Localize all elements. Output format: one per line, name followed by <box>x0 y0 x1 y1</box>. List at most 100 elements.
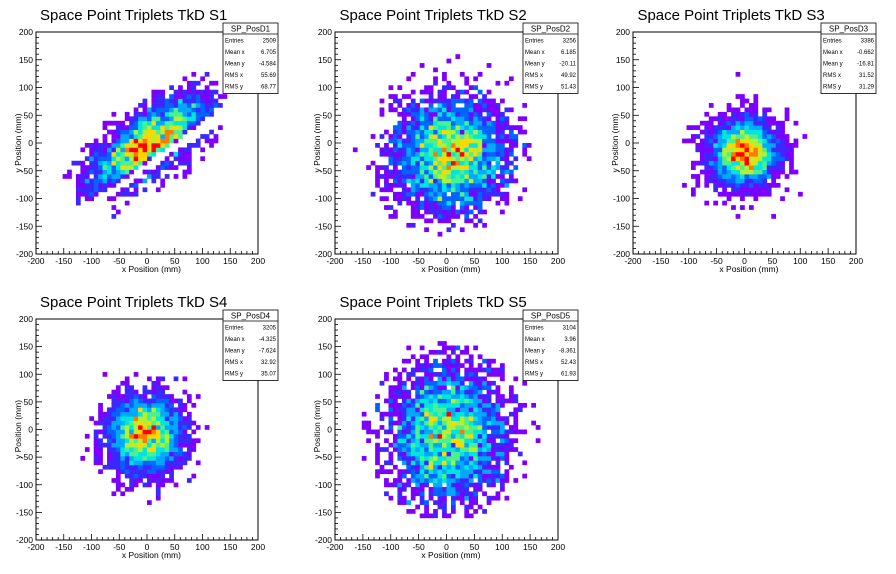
histogram-bin <box>428 156 434 162</box>
histogram-bin <box>124 420 130 426</box>
histogram-bin <box>401 160 407 166</box>
histogram-bin <box>415 169 421 175</box>
histogram-bin <box>147 460 152 466</box>
histogram-bin <box>209 80 214 86</box>
histogram-bin <box>428 420 434 426</box>
histogram-bin <box>450 156 456 162</box>
histogram-bin <box>731 116 736 122</box>
histogram-bin <box>464 473 470 479</box>
histogram-bin <box>147 478 152 483</box>
histogram-bin <box>442 341 447 346</box>
histogram-bin <box>384 398 389 404</box>
histogram-bin <box>191 420 197 426</box>
histogram-bin <box>464 218 470 224</box>
histogram-bin <box>142 442 148 448</box>
y-tick-label: 200 <box>318 27 332 37</box>
histogram-bin <box>508 464 514 470</box>
histogram-bin <box>129 425 134 430</box>
histogram-bin <box>151 98 157 104</box>
histogram-bin <box>748 111 754 117</box>
histogram-bin <box>410 385 416 391</box>
x-tick-label: 150 <box>523 542 537 552</box>
histogram-bin <box>455 411 461 417</box>
x-axis-label: x Position (mm) <box>719 264 778 274</box>
histogram-bin <box>173 456 179 461</box>
histogram-bin <box>473 205 479 210</box>
histogram-bin <box>495 160 501 166</box>
histogram-bin <box>375 456 380 461</box>
histogram-bin <box>410 156 416 162</box>
histogram-pad-4: -200 -150 -100 -50 0 50 100 150 200200150100500-… <box>13 294 279 560</box>
histogram-bin <box>410 187 416 193</box>
histogram-bin <box>218 103 223 108</box>
histogram-bin <box>397 491 403 497</box>
histogram-bin <box>789 169 794 175</box>
histogram-bin <box>491 367 496 373</box>
histogram-bin <box>415 380 421 386</box>
histogram-bin <box>375 182 380 188</box>
histogram-bin <box>124 429 130 435</box>
histogram-bin <box>433 442 438 448</box>
histogram-bin <box>160 447 166 452</box>
histogram-bin <box>204 425 210 430</box>
histogram-bin <box>508 143 514 148</box>
histogram-bin <box>384 491 389 497</box>
histogram-bin <box>147 433 152 439</box>
histogram-bins <box>80 372 210 505</box>
histogram-bin <box>437 482 443 488</box>
histogram-bin <box>115 416 121 421</box>
histogram-bin <box>401 486 407 492</box>
histogram-bin <box>142 416 148 421</box>
histogram-bin <box>424 98 429 104</box>
histogram-bin <box>473 151 479 157</box>
histogram-bin <box>182 120 188 126</box>
histogram-bin <box>450 416 456 421</box>
histogram-bin <box>115 407 121 413</box>
x-tick-label: 150 <box>523 256 537 266</box>
y-tick-label: -150 <box>613 221 630 231</box>
histogram-bin <box>771 165 777 170</box>
y-tick-label: 100 <box>318 369 332 379</box>
histogram-bin <box>473 495 479 501</box>
histogram-bin <box>473 411 479 417</box>
histogram-bin <box>366 438 371 444</box>
histogram-bin <box>486 151 492 157</box>
histogram-bin <box>397 442 403 448</box>
histogram-bin <box>495 460 501 466</box>
histogram-bin <box>115 425 121 430</box>
histogram-bin <box>107 174 112 179</box>
histogram-bin <box>504 456 510 461</box>
histogram-bin <box>450 363 456 368</box>
histogram-bin <box>384 478 389 483</box>
histogram-bin <box>213 89 219 95</box>
histogram-bin <box>437 469 443 474</box>
histogram-bin <box>178 134 183 139</box>
histogram-bin <box>468 120 474 126</box>
histogram-bin <box>84 196 90 202</box>
histogram-bin <box>186 438 192 444</box>
histogram-bin <box>437 187 443 193</box>
histogram-bin <box>424 416 429 421</box>
histogram-bin <box>455 460 461 466</box>
histogram-bin <box>766 165 772 170</box>
histogram-bin <box>459 165 465 170</box>
histogram-bin <box>477 205 483 210</box>
histogram-bin <box>401 147 407 153</box>
histogram-bin <box>495 372 501 377</box>
x-tick-label: 150 <box>223 256 237 266</box>
histogram-bin <box>504 147 510 153</box>
histogram-bin <box>433 120 438 126</box>
histogram-bin <box>111 151 117 157</box>
histogram-bin <box>401 143 407 148</box>
histogram-bin <box>428 191 434 197</box>
histogram-bin <box>424 500 429 505</box>
histogram-bin <box>151 143 157 148</box>
histogram-bin <box>780 147 785 153</box>
histogram-bin <box>428 433 434 439</box>
x-tick-label: 0 <box>742 256 747 266</box>
histogram-bin <box>415 187 421 193</box>
histogram-bin <box>468 218 474 224</box>
histogram-bin <box>89 156 95 162</box>
histogram-bin <box>477 447 483 452</box>
histogram-bin <box>735 187 741 193</box>
